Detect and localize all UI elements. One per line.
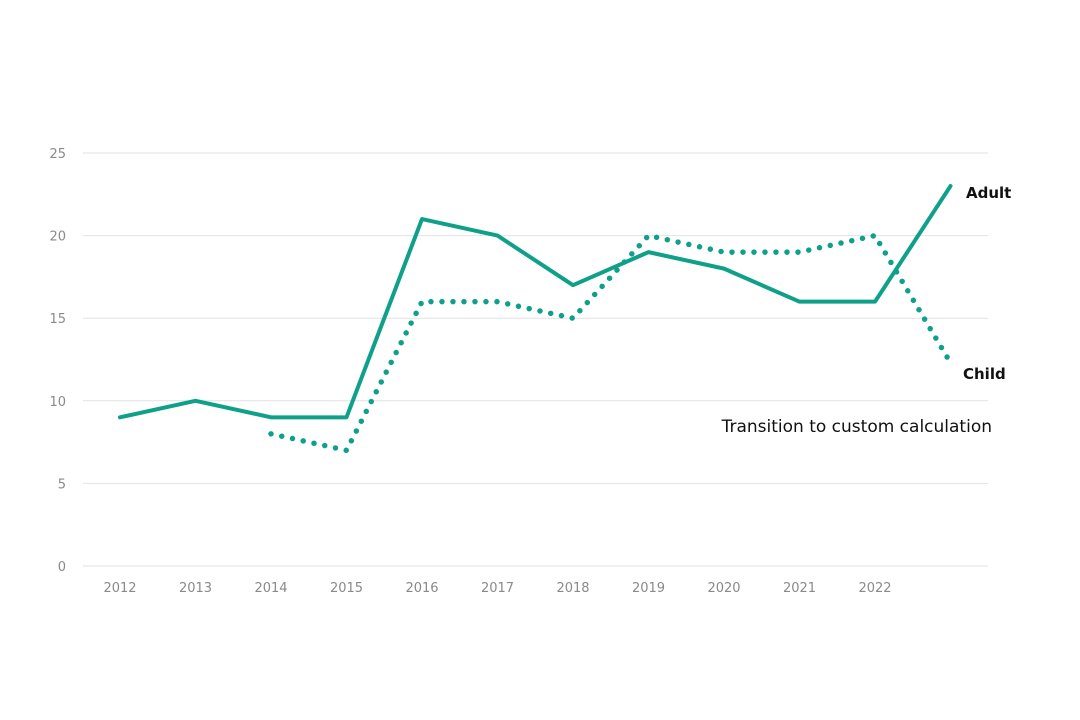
- x-tick-label: 2015: [330, 581, 363, 596]
- series-label-child: Child: [963, 365, 1006, 383]
- y-tick-label: 20: [49, 230, 66, 245]
- series-line-child: [268, 232, 954, 454]
- x-tick-label: 2021: [783, 581, 816, 596]
- x-tick-label: 2018: [556, 581, 589, 596]
- series-label-adult: Adult: [966, 184, 1011, 202]
- x-tick-label: 2012: [103, 581, 136, 596]
- grid: [83, 152, 988, 567]
- y-axis: 0 5 10 15 20 25: [49, 147, 66, 575]
- x-tick-label: 2014: [254, 581, 287, 596]
- y-tick-label: 0: [58, 560, 66, 575]
- x-tick-label: 2017: [481, 581, 514, 596]
- x-tick-label: 2013: [179, 581, 212, 596]
- y-tick-label: 5: [58, 477, 66, 492]
- y-tick-label: 25: [49, 147, 66, 162]
- y-tick-label: 10: [49, 395, 66, 410]
- x-axis: 2012 2013 2014 2015 2016 2017 2018 2019 2020 2021…: [103, 581, 891, 596]
- y-tick-label: 15: [49, 312, 66, 327]
- x-tick-label: 2022: [858, 581, 891, 596]
- x-tick-label: 2020: [707, 581, 740, 596]
- series: [118, 184, 954, 454]
- x-tick-label: 2019: [632, 581, 665, 596]
- annotation: Transition to custom calculation: [721, 417, 992, 437]
- series-line-adult: [118, 184, 953, 420]
- x-tick-label: 2016: [405, 581, 438, 596]
